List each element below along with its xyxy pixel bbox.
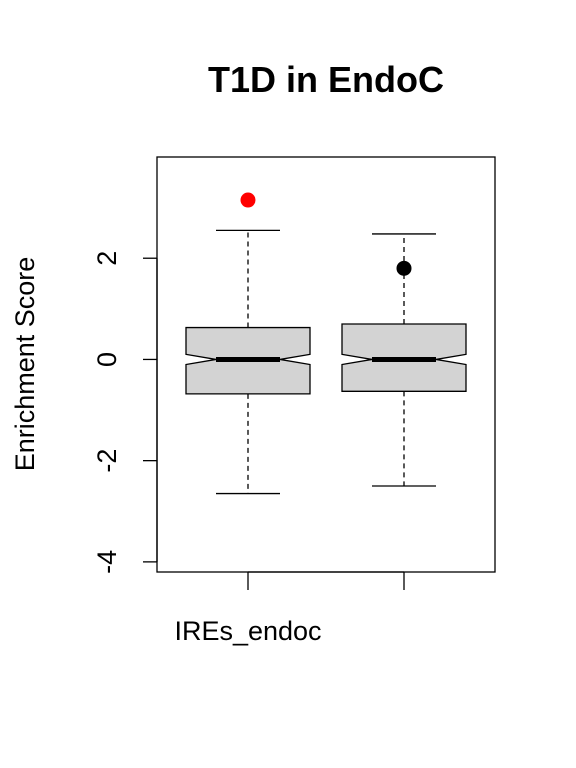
y-axis: -4 -2 0 2 [92, 251, 158, 574]
y-tick-label: -2 [92, 449, 122, 473]
boxes-group [185, 192, 467, 495]
chart-title: T1D in EndoC [208, 59, 444, 100]
outlier-point [240, 192, 256, 208]
y-axis-label: Enrichment Score [10, 257, 40, 472]
y-tick-label: -4 [92, 550, 122, 574]
box-1 [185, 192, 311, 495]
box-2 [341, 233, 467, 487]
y-tick-label: 2 [92, 251, 122, 266]
x-tick-label: IREs_endoc [174, 616, 321, 646]
y-tick-label: 0 [92, 352, 122, 367]
outlier-point [396, 260, 412, 276]
x-axis: IREs_endoc [174, 571, 405, 646]
